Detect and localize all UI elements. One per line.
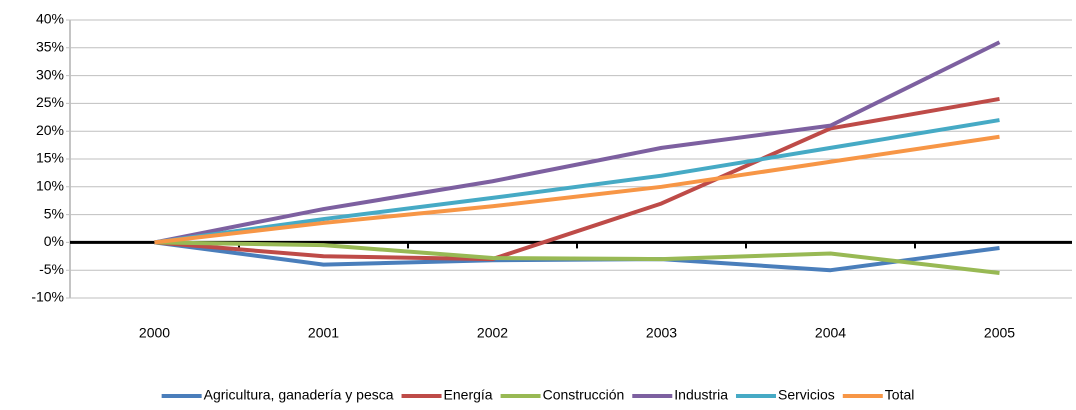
- x-tick-label: 2004: [815, 325, 846, 341]
- series-line: [154, 240, 1000, 275]
- y-tick-label: 25%: [36, 94, 64, 110]
- y-tick-label: 40%: [36, 11, 64, 27]
- x-tick-label: 2002: [477, 325, 508, 341]
- x-tick-label: 2001: [308, 325, 339, 341]
- y-tick-label: 15%: [36, 150, 64, 166]
- legend-label: Total: [885, 387, 915, 403]
- x-tick-label: 2003: [646, 325, 677, 341]
- legend-label: Industria: [674, 387, 728, 403]
- legend-label: Servicios: [778, 387, 835, 403]
- x-tick-label: 2000: [139, 325, 170, 341]
- series-line: [154, 134, 1000, 245]
- y-tick-label: -5%: [39, 261, 64, 277]
- legend-label: Construcción: [543, 387, 625, 403]
- series-line: [154, 96, 1000, 262]
- series-line: [154, 40, 1001, 245]
- y-tick-label: 5%: [44, 205, 64, 221]
- y-tick-label: 10%: [36, 178, 64, 194]
- x-tick-label: 2005: [984, 325, 1015, 341]
- series-line: [154, 118, 1000, 245]
- y-tick-label: -10%: [31, 289, 64, 305]
- y-tick-label: 35%: [36, 39, 64, 55]
- y-tick-label: 30%: [36, 66, 64, 82]
- y-tick-label: 20%: [36, 122, 64, 138]
- legend-label: Agricultura, ganadería y pesca: [204, 387, 394, 403]
- legend: Agricultura, ganadería y pesca Energía Con…: [161, 387, 915, 403]
- y-tick-label: 0%: [44, 233, 64, 249]
- legend-label: Energía: [444, 387, 493, 403]
